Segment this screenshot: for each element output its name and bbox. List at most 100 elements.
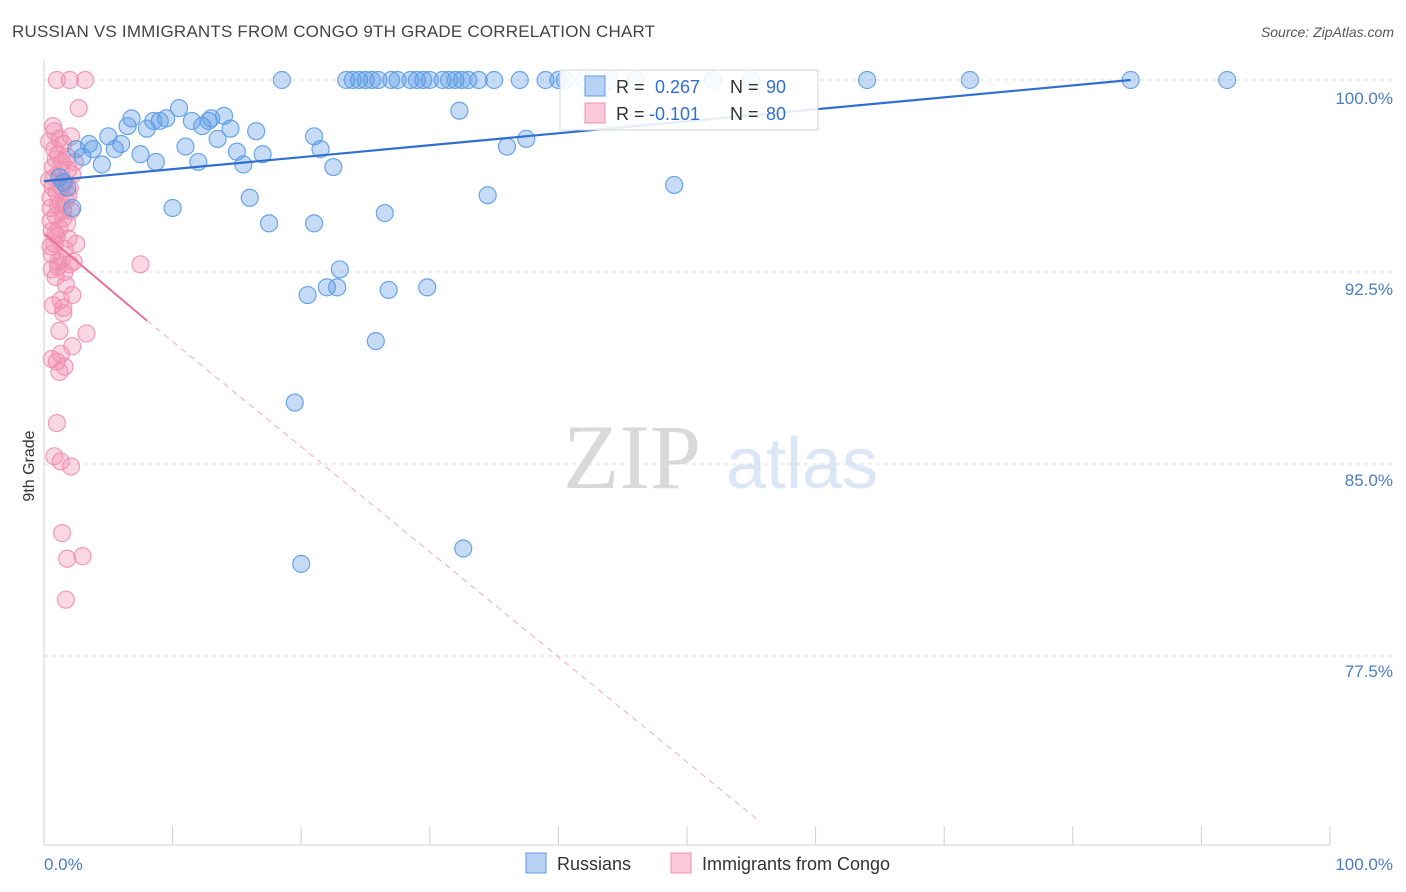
congo-point <box>42 349 61 369</box>
congo-point <box>76 70 95 90</box>
russians-point <box>665 175 684 195</box>
russians-point <box>324 157 343 177</box>
russians-point <box>362 70 382 90</box>
russians-point <box>857 70 877 90</box>
congo-point <box>51 193 70 212</box>
russians-point <box>407 70 427 90</box>
russians-point <box>960 70 980 90</box>
russians-point <box>304 214 324 233</box>
russians-trend-line <box>43 78 1131 183</box>
russians-point <box>176 137 195 156</box>
russians-point <box>485 70 504 90</box>
congo-point <box>50 321 69 340</box>
y-tick-label-92-5: 92.5% <box>1345 280 1393 299</box>
congo-point <box>43 116 63 136</box>
congo-point <box>52 524 72 543</box>
congo-points <box>40 70 150 609</box>
russians-point <box>349 70 369 90</box>
congo-point <box>67 234 86 253</box>
russians-point <box>272 70 292 90</box>
russians-point <box>1218 70 1237 90</box>
russians-point <box>234 155 253 174</box>
russians-point <box>337 70 356 90</box>
congo-point <box>40 132 59 151</box>
congo-point <box>54 298 73 317</box>
russians-point <box>112 134 131 154</box>
russians-point <box>208 129 227 148</box>
russians-point <box>510 70 529 90</box>
russians-point <box>83 140 102 159</box>
congo-point <box>52 152 72 172</box>
congo-point <box>63 337 82 356</box>
chart-title: RUSSIAN VS IMMIGRANTS FROM CONGO 9TH GRA… <box>12 22 656 41</box>
y-tick-label-100: 100.0% <box>1335 89 1393 108</box>
russians-point <box>221 119 240 138</box>
stats-russians-r-label: R = <box>616 77 645 97</box>
russians-point <box>433 70 452 90</box>
russians-point <box>63 198 82 218</box>
congo-point <box>61 457 81 476</box>
x-tick-label-min: 0.0% <box>44 855 83 874</box>
russians-point <box>146 152 165 172</box>
congo-point <box>47 413 66 433</box>
russians-point <box>122 109 141 128</box>
russians-point <box>131 145 150 164</box>
congo-point <box>56 590 75 609</box>
russians-point <box>169 99 189 118</box>
congo-point <box>60 70 79 90</box>
stats-congo-r-value: -0.101 <box>649 104 700 124</box>
russians-point <box>343 70 362 90</box>
stats-russians-n-label: N = <box>730 77 759 97</box>
trend-lines <box>43 78 1131 821</box>
congo-point <box>77 324 96 343</box>
russians-point <box>311 140 330 159</box>
russians-point <box>401 70 420 90</box>
y-axis-title: 9th Grade <box>21 430 38 501</box>
russians-point <box>459 70 478 90</box>
stats-congo-swatch <box>584 102 606 124</box>
russians-point <box>517 129 536 148</box>
russians-point <box>285 393 304 412</box>
congo-trend-extension <box>146 320 759 821</box>
russians-point <box>536 70 555 90</box>
russians-point <box>450 101 469 120</box>
russians-point <box>259 214 279 233</box>
congo-trend-line <box>43 232 148 322</box>
congo-point <box>47 183 66 202</box>
russians-point <box>478 186 497 205</box>
russians-point <box>157 109 176 128</box>
stats-box: R = 0.267 N = 90 R = -0.101 N = 80 <box>559 69 819 131</box>
legend: Russians Immigrants from Congo <box>525 852 890 874</box>
russians-point <box>454 539 473 558</box>
russians-point <box>366 332 385 351</box>
russians-point <box>388 70 407 90</box>
congo-point <box>69 99 88 118</box>
russians-point <box>328 278 347 297</box>
x-tick-label-max: 100.0% <box>1335 855 1393 874</box>
congo-point <box>63 285 82 305</box>
legend-congo-label: Immigrants from Congo <box>702 854 890 874</box>
russians-point <box>369 70 388 90</box>
source-credit: Source: ZipAtlas.com <box>1260 24 1394 40</box>
russians-point <box>163 198 182 218</box>
legend-congo-swatch <box>670 852 692 874</box>
russians-point <box>439 70 459 90</box>
legend-russians-swatch <box>525 852 547 874</box>
congo-point <box>131 255 150 274</box>
stats-russians-n-value: 90 <box>766 77 786 97</box>
y-tick-label-85: 85.0% <box>1345 471 1393 490</box>
congo-point <box>49 257 68 276</box>
stats-russians-swatch <box>584 75 606 97</box>
russians-point <box>292 554 311 573</box>
stats-congo-n-label: N = <box>730 104 759 124</box>
stats-congo-n-value: 80 <box>766 104 786 124</box>
russians-point <box>92 155 111 174</box>
watermark-zip: ZIP <box>563 406 701 508</box>
congo-point <box>58 549 77 568</box>
russians-point <box>379 280 398 300</box>
russians-point <box>298 285 317 305</box>
y-tick-label-77-5: 77.5% <box>1345 662 1393 681</box>
axes <box>43 60 1331 846</box>
russians-points <box>50 70 1237 573</box>
